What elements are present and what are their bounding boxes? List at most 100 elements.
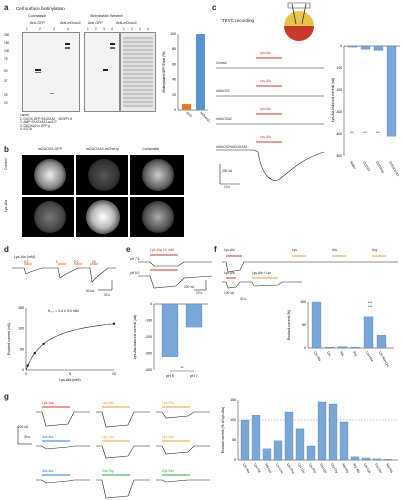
panel-d-curve: 0 50 100 150 0 5 10 K₀.₅ = 2.4 ± 0.4 mM Lys-Ala … [7,306,116,382]
g-trace-label: Lys-Pro [162,401,174,405]
g-bar [251,415,261,461]
conc-2: 2.0 [74,260,79,264]
f-stim-ala: Ala [332,248,337,252]
c-ytick: -200 [336,88,343,92]
g-trace [36,445,90,450]
f-bar [311,301,322,349]
f-scale-current: 100 nA [224,291,235,295]
f-xtick: Lys [326,351,332,358]
g-xtick: Lys-Phe [286,463,295,475]
g-xtick: Lys-Lys [363,463,372,475]
f-bar [324,346,335,349]
a-bar [182,103,191,110]
f-stim-lys: Lys [292,248,297,252]
g-xtick: Ala-Gly [341,463,350,474]
d-ytick: 150 [18,306,24,310]
g-scale-time: 30 s [24,435,31,439]
g-trace [96,445,150,459]
panel-f-label: f [214,245,217,254]
e-bar [161,303,179,357]
f-stim-lysala-2: Lys-Ala [224,271,235,275]
f-stim-lysala-lys: Lys-Ala + Lys [252,271,271,275]
g-xtick: Gly-Lys [319,463,328,475]
c-xtick: DUOXA2 [375,161,385,175]
gel2-header: Streptavidin Western [90,14,124,18]
panel-a-title: Cell surface biotinylation [16,6,65,11]
e-ytick: -400 [145,368,152,372]
g-ytick: 0 [234,458,236,462]
d-fit-curve [25,323,115,371]
e-ylabel: Lys-Ala-induced current (nA) [133,315,137,359]
image-control-mcherry [76,155,128,195]
g-bar [372,458,382,461]
g-ylabel: Evoked current (% of Lys-Ala) [221,407,225,453]
c-ylabel: Lys-Ala-induced current (nA) [331,78,335,122]
e-xtick: pH 5 [166,374,174,378]
g-xtick: Arg-Ala [352,463,361,474]
col-header-1: mDUOX2-GFP [38,147,62,151]
g-ytick: 100 [230,418,236,422]
g-xtick: Lys-Glu [297,463,306,475]
e-scale-time: 20 s [196,291,203,295]
e-ytick: -200 [145,335,152,339]
g-xtick: Gly-Ser [374,463,383,475]
g-bar [317,401,327,461]
f-stim-arg: Arg [372,248,377,252]
f-ytick: 100 [300,300,306,304]
panel-e-traces [138,254,213,291]
g-trace [36,479,90,484]
panel-f-bar-chart: 0 50 100 Lys-Ala Lys Ala Arg Lys+Ala Lys-Ala+Lys… [287,300,394,368]
d-ylabel: Evoked current (nA) [7,323,11,355]
g-trace-label: Lys-Ala [42,401,54,405]
e-row-ph5: pH 5.0 [130,271,140,275]
g-bar [295,428,305,461]
panel-a-bar-chart: 0 20 40 60 80 100 GFP mDuox2-GFP Biotinylated GF… [162,32,210,126]
f-scale-time: 30 s [240,297,247,301]
a-ytick: 60 [172,62,176,66]
a-bar [196,34,205,110]
lanes-legend: Lanes: 1. DUOX-GFP+DUOXA2 · 4EGFR-H 2. A… [20,113,73,132]
f-bar [337,346,348,349]
g-trace [156,479,210,483]
c-bar [386,45,397,137]
panel-e-bar-chart: 0 -100 -200 -300 -400 pH 5 pH 7 ** Lys-Ala-induc… [133,302,208,378]
panel-b-label: b [4,145,9,154]
c-bar [373,45,384,51]
g-bar [339,421,349,461]
g-trace [156,445,210,455]
g-trace [96,411,150,428]
e-scale-current: 200 nA [184,285,195,289]
g-xtick: Ala-Ala [385,463,394,474]
f-xtick: Lys+Ala [365,351,374,363]
g-xtick: Ala-Lys [264,463,273,474]
c-ytick: 0 [340,44,342,48]
c-xtick: DUOX2 [362,161,371,173]
c-ytick: -300 [336,110,343,114]
g-bar [262,448,272,461]
f-bar [350,346,361,349]
a-ytick: 20 [172,93,176,97]
sub-anti-gfp-2: Anti-GFP [88,21,103,25]
d-xtick: 5 [69,372,71,376]
sub-anti-mduox2-2: Anti-mDuox2 [116,21,137,25]
f-xtick: Arg [352,351,358,357]
g-xtick: Lys-Ala [242,463,251,474]
f-stim-lysala: Lys-Ala [224,248,235,252]
e-ytick: 0 [150,302,152,306]
g-ytick: 50 [232,438,236,442]
g-trace [96,479,150,499]
g-bar [361,457,371,461]
f-bar [376,334,387,349]
c-ytick: -100 [336,66,343,70]
oocyte-schematic [284,2,314,41]
e-row-ph7: pH 7.5 [130,257,140,261]
panel-a-label: a [4,3,9,12]
row-label-control: Control [4,158,8,170]
d-scale-current: 50 nA [86,289,95,293]
g-xtick: Gly-Gly [330,463,339,475]
f-ytick: 0 [304,346,306,350]
g-xtick: Lys-Val [253,463,262,474]
g-trace-label: Lys-Glu [162,435,174,439]
f-bar [363,316,374,349]
gel-streptavidin-2: 1 2 3 4 [120,27,156,112]
